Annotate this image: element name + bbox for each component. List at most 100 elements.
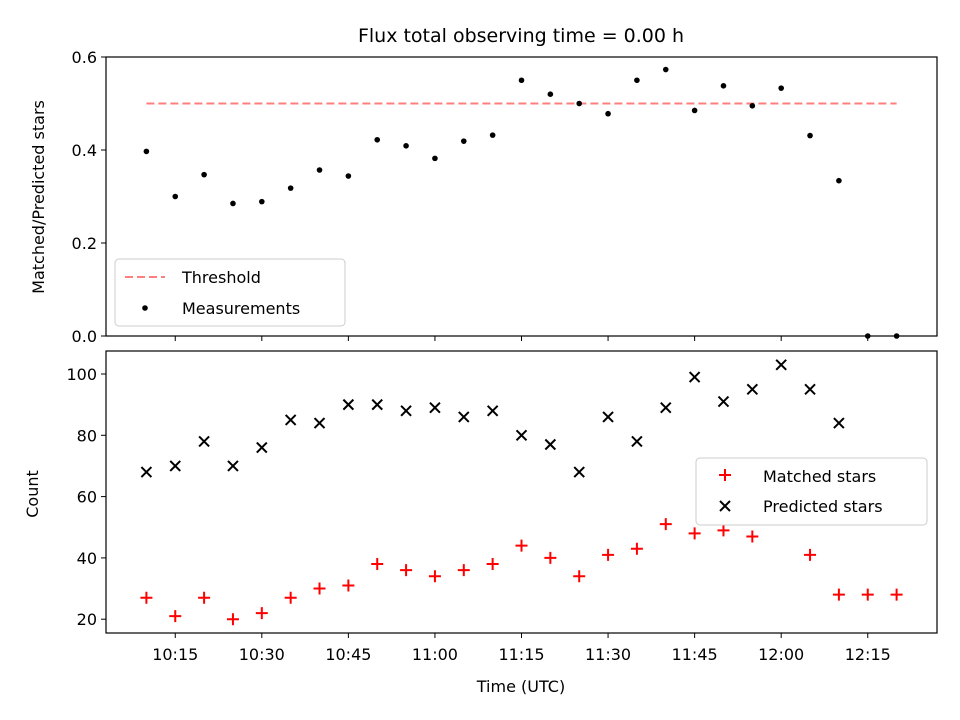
count-y-axis-label: Count	[23, 470, 42, 518]
ratio-y-tick-label: 0.2	[72, 234, 97, 253]
x-tick-label: 11:15	[498, 645, 544, 664]
matched-star-point	[515, 539, 528, 552]
measurement-point	[720, 83, 727, 89]
measurement-point	[749, 103, 756, 109]
count-y-tick-label: 20	[77, 610, 97, 629]
matched-star-point	[573, 570, 586, 583]
matched-star-point	[832, 588, 845, 601]
predicted-star-point	[602, 411, 614, 423]
legend-measurements-swatch	[142, 305, 148, 311]
predicted-star-point	[688, 371, 701, 383]
matched-star-point	[284, 591, 297, 604]
legend-matched-label: Matched stars	[763, 467, 876, 486]
chart-title: Flux total observing time = 0.00 h	[358, 25, 684, 47]
matched-star-point	[457, 564, 470, 577]
legend-matched-swatch	[719, 469, 731, 481]
measurement-point	[518, 77, 525, 84]
x-axis-label: Time (UTC)	[476, 677, 565, 696]
matched-star-point	[169, 610, 182, 623]
matched-star-point	[371, 558, 384, 571]
matched-star-point	[342, 579, 355, 592]
count-y-tick-label: 60	[77, 488, 97, 507]
measurement-point	[143, 148, 150, 155]
measurement-point	[201, 171, 207, 178]
predicted-star-point	[169, 460, 181, 472]
measurement-point	[807, 132, 813, 139]
ratio-plot-frame	[105, 56, 938, 337]
x-tick-label: 11:00	[412, 645, 458, 664]
ratio-y-axis-label: Matched/Predicted stars	[29, 100, 48, 294]
predicted-star-point	[746, 383, 759, 396]
matched-star-point	[630, 542, 643, 555]
measurement-point	[259, 198, 265, 205]
matched-star-point	[688, 527, 701, 540]
predicted-star-point	[227, 460, 239, 472]
predicted-star-point	[198, 435, 210, 448]
x-tick-label: 12:00	[758, 645, 804, 664]
ratio-y-tick-label: 0.4	[72, 141, 97, 160]
predicted-star-point	[400, 405, 412, 417]
x-tick-label: 10:30	[239, 645, 285, 664]
measurement-point	[432, 155, 438, 162]
predicted-star-point	[515, 429, 528, 442]
count-legend-box	[695, 457, 928, 526]
matched-star-point	[804, 548, 817, 561]
measurement-point	[230, 200, 236, 207]
count-y-tick-label: 80	[77, 426, 97, 445]
ratio-legend-box	[114, 258, 346, 327]
measurement-point	[662, 66, 669, 73]
predicted-star-point	[284, 414, 297, 426]
predicted-star-point	[371, 398, 383, 411]
ratio-y-tick-label: 0.0	[72, 327, 97, 346]
ratio-y-tick-label: 0.6	[72, 48, 97, 67]
matched-star-point	[746, 530, 759, 543]
x-tick-label: 10:15	[152, 645, 198, 664]
predicted-star-point	[631, 435, 643, 448]
legend-measurements-label: Measurements	[182, 299, 300, 318]
measurement-point	[489, 132, 496, 138]
predicted-star-point	[342, 398, 355, 411]
legend-predicted-swatch	[719, 500, 731, 512]
measurement-point	[778, 85, 784, 91]
x-tick-label: 11:30	[585, 645, 631, 664]
predicted-star-point	[573, 466, 585, 478]
matched-star-point	[861, 588, 874, 601]
predicted-star-point	[429, 401, 441, 414]
x-tick-label: 12:15	[845, 645, 891, 664]
measurement-point	[605, 110, 611, 117]
legend-predicted-label: Predicted stars	[763, 497, 883, 516]
matched-star-point	[198, 591, 211, 604]
predicted-star-point	[833, 417, 845, 429]
matched-star-point	[486, 558, 499, 571]
matched-star-point	[428, 570, 441, 583]
matched-star-point	[255, 607, 268, 620]
measurement-point	[634, 77, 640, 84]
legend-threshold-label: Threshold	[181, 268, 261, 287]
predicted-star-point	[660, 401, 672, 414]
measurement-point	[316, 167, 323, 173]
x-tick-label: 10:45	[325, 645, 371, 664]
measurement-point	[576, 100, 583, 107]
ratio-legend: Threshold Measurements	[114, 258, 346, 327]
count-legend: Matched stars Predicted stars	[695, 457, 928, 526]
measurement-point	[547, 91, 554, 97]
measurement-point	[836, 177, 842, 184]
ratio-panel: Flux total observing time = 0.00 h Match…	[29, 25, 938, 346]
matched-star-point	[140, 591, 153, 604]
measurement-point	[403, 143, 409, 149]
matched-star-point	[717, 524, 730, 537]
measurement-point	[172, 193, 179, 200]
matched-star-point	[890, 588, 903, 601]
predicted-star-point	[486, 405, 499, 417]
matched-star-point	[400, 564, 413, 577]
matched-star-point	[602, 548, 615, 561]
predicted-star-point	[458, 411, 470, 423]
measurement-point	[374, 136, 381, 143]
matched-star-point	[659, 518, 672, 531]
matched-star-point	[226, 613, 239, 626]
count-panel: Count Time (UTC) 20 40 60 80 100 10:15 10:30 10…	[23, 350, 938, 696]
predicted-star-point	[717, 395, 730, 408]
predicted-star-point	[775, 359, 787, 371]
measurement-point	[287, 185, 294, 191]
